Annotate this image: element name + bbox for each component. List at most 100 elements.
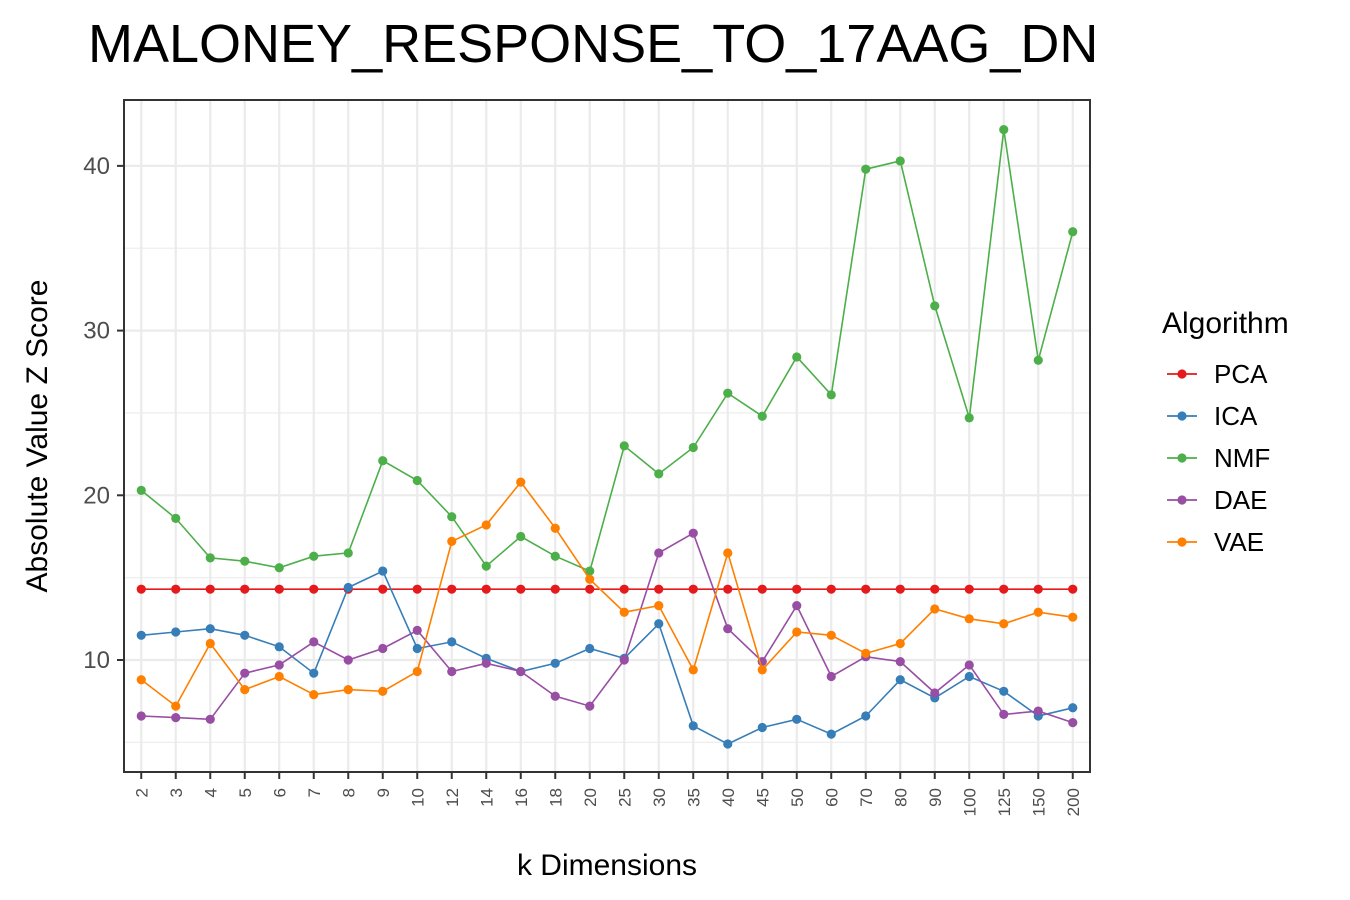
x-tick-label: 150 (1029, 788, 1048, 816)
legend: Algorithm PCA ICA NMF DAE VAE (1162, 307, 1289, 557)
data-point-dae (516, 666, 526, 677)
data-point-dae (447, 666, 457, 677)
panel-border (123, 99, 1091, 773)
data-point-dae (688, 528, 698, 538)
x-tick-label: 3 (167, 788, 186, 797)
data-point-nmf (895, 156, 905, 166)
x-tick-label: 25 (615, 788, 634, 807)
data-point-vae (1033, 607, 1043, 617)
y-tick-label: 10 (83, 647, 110, 674)
data-point-dae (274, 660, 284, 670)
data-point-vae (412, 666, 422, 677)
x-axis-title: k Dimensions (517, 849, 697, 882)
series-line-ica (141, 570, 1073, 745)
legend-title: Algorithm (1162, 307, 1289, 340)
data-point-pca (895, 584, 905, 594)
data-point-dae (999, 709, 1009, 719)
series-nmf (136, 125, 1078, 576)
data-point-dae (240, 668, 250, 678)
x-tick-label: 10 (408, 788, 427, 807)
data-point-nmf (723, 388, 733, 398)
data-point-ica (136, 630, 146, 640)
data-point-dae (723, 624, 733, 634)
data-point-nmf (1068, 227, 1078, 237)
data-point-ica (861, 711, 871, 721)
data-point-vae (930, 604, 940, 614)
x-tick-label: 200 (1064, 788, 1083, 816)
data-point-vae (895, 638, 905, 649)
data-point-nmf (861, 164, 871, 174)
data-point-vae (240, 685, 250, 695)
legend-key-point (1177, 495, 1187, 505)
data-point-dae (826, 671, 836, 682)
data-point-nmf (205, 553, 215, 563)
data-point-pca (1068, 584, 1078, 594)
x-tick-label: 5 (236, 788, 255, 797)
data-point-vae (619, 607, 629, 617)
data-point-pca (964, 584, 974, 594)
x-tick-label: 60 (822, 788, 841, 807)
x-tick-label: 125 (995, 788, 1014, 816)
series-layer (136, 125, 1078, 749)
x-tick-label: 70 (857, 788, 876, 807)
data-point-dae (343, 655, 353, 665)
data-point-pca (999, 584, 1009, 594)
data-point-dae (792, 601, 802, 611)
data-point-vae (481, 520, 491, 530)
x-tick-label: 20 (581, 788, 600, 807)
x-tick-label: 4 (201, 788, 220, 797)
y-tick-label: 30 (83, 318, 110, 345)
data-point-nmf (240, 556, 250, 566)
data-point-ica (723, 739, 733, 749)
data-point-dae (550, 691, 560, 701)
x-tick-label: 6 (270, 788, 289, 797)
x-tick-label: 100 (960, 788, 979, 816)
data-point-ica (240, 630, 250, 640)
data-point-pca (378, 584, 388, 594)
data-point-nmf (378, 456, 388, 466)
data-point-vae (205, 638, 215, 649)
legend-item-ica: ICA (1167, 401, 1258, 431)
data-point-vae (688, 665, 698, 675)
data-point-dae (412, 625, 422, 635)
data-point-ica (757, 722, 767, 733)
data-point-pca (723, 584, 733, 594)
data-point-nmf (550, 551, 560, 561)
data-point-pca (274, 584, 284, 594)
data-point-vae (136, 675, 146, 685)
data-point-ica (378, 566, 388, 576)
data-point-nmf (1033, 355, 1043, 365)
data-point-dae (619, 655, 629, 665)
data-point-dae (654, 548, 664, 558)
x-tick-label: 50 (788, 788, 807, 807)
data-point-nmf (412, 475, 422, 486)
series-dae (136, 528, 1078, 728)
data-point-dae (930, 688, 940, 698)
data-point-nmf (274, 563, 284, 573)
data-point-vae (343, 685, 353, 695)
data-point-nmf (826, 390, 836, 400)
data-point-pca (550, 584, 560, 594)
data-point-pca (826, 584, 836, 594)
data-point-nmf (964, 413, 974, 423)
data-point-ica (999, 686, 1009, 696)
legend-item-pca: PCA (1167, 359, 1268, 389)
data-point-pca (861, 584, 871, 594)
data-point-ica (550, 658, 560, 668)
x-tick-label: 9 (374, 788, 393, 797)
data-point-vae (309, 689, 319, 700)
data-point-dae (1068, 717, 1078, 728)
data-point-ica (343, 582, 353, 593)
x-tick-label: 7 (305, 788, 324, 797)
data-point-ica (205, 624, 215, 634)
data-point-dae (309, 637, 319, 647)
legend-item-vae: VAE (1167, 527, 1264, 557)
data-point-pca (412, 584, 422, 594)
data-point-vae (378, 686, 388, 696)
data-point-pca (585, 584, 595, 594)
data-point-ica (447, 637, 457, 647)
data-point-nmf (585, 566, 595, 576)
